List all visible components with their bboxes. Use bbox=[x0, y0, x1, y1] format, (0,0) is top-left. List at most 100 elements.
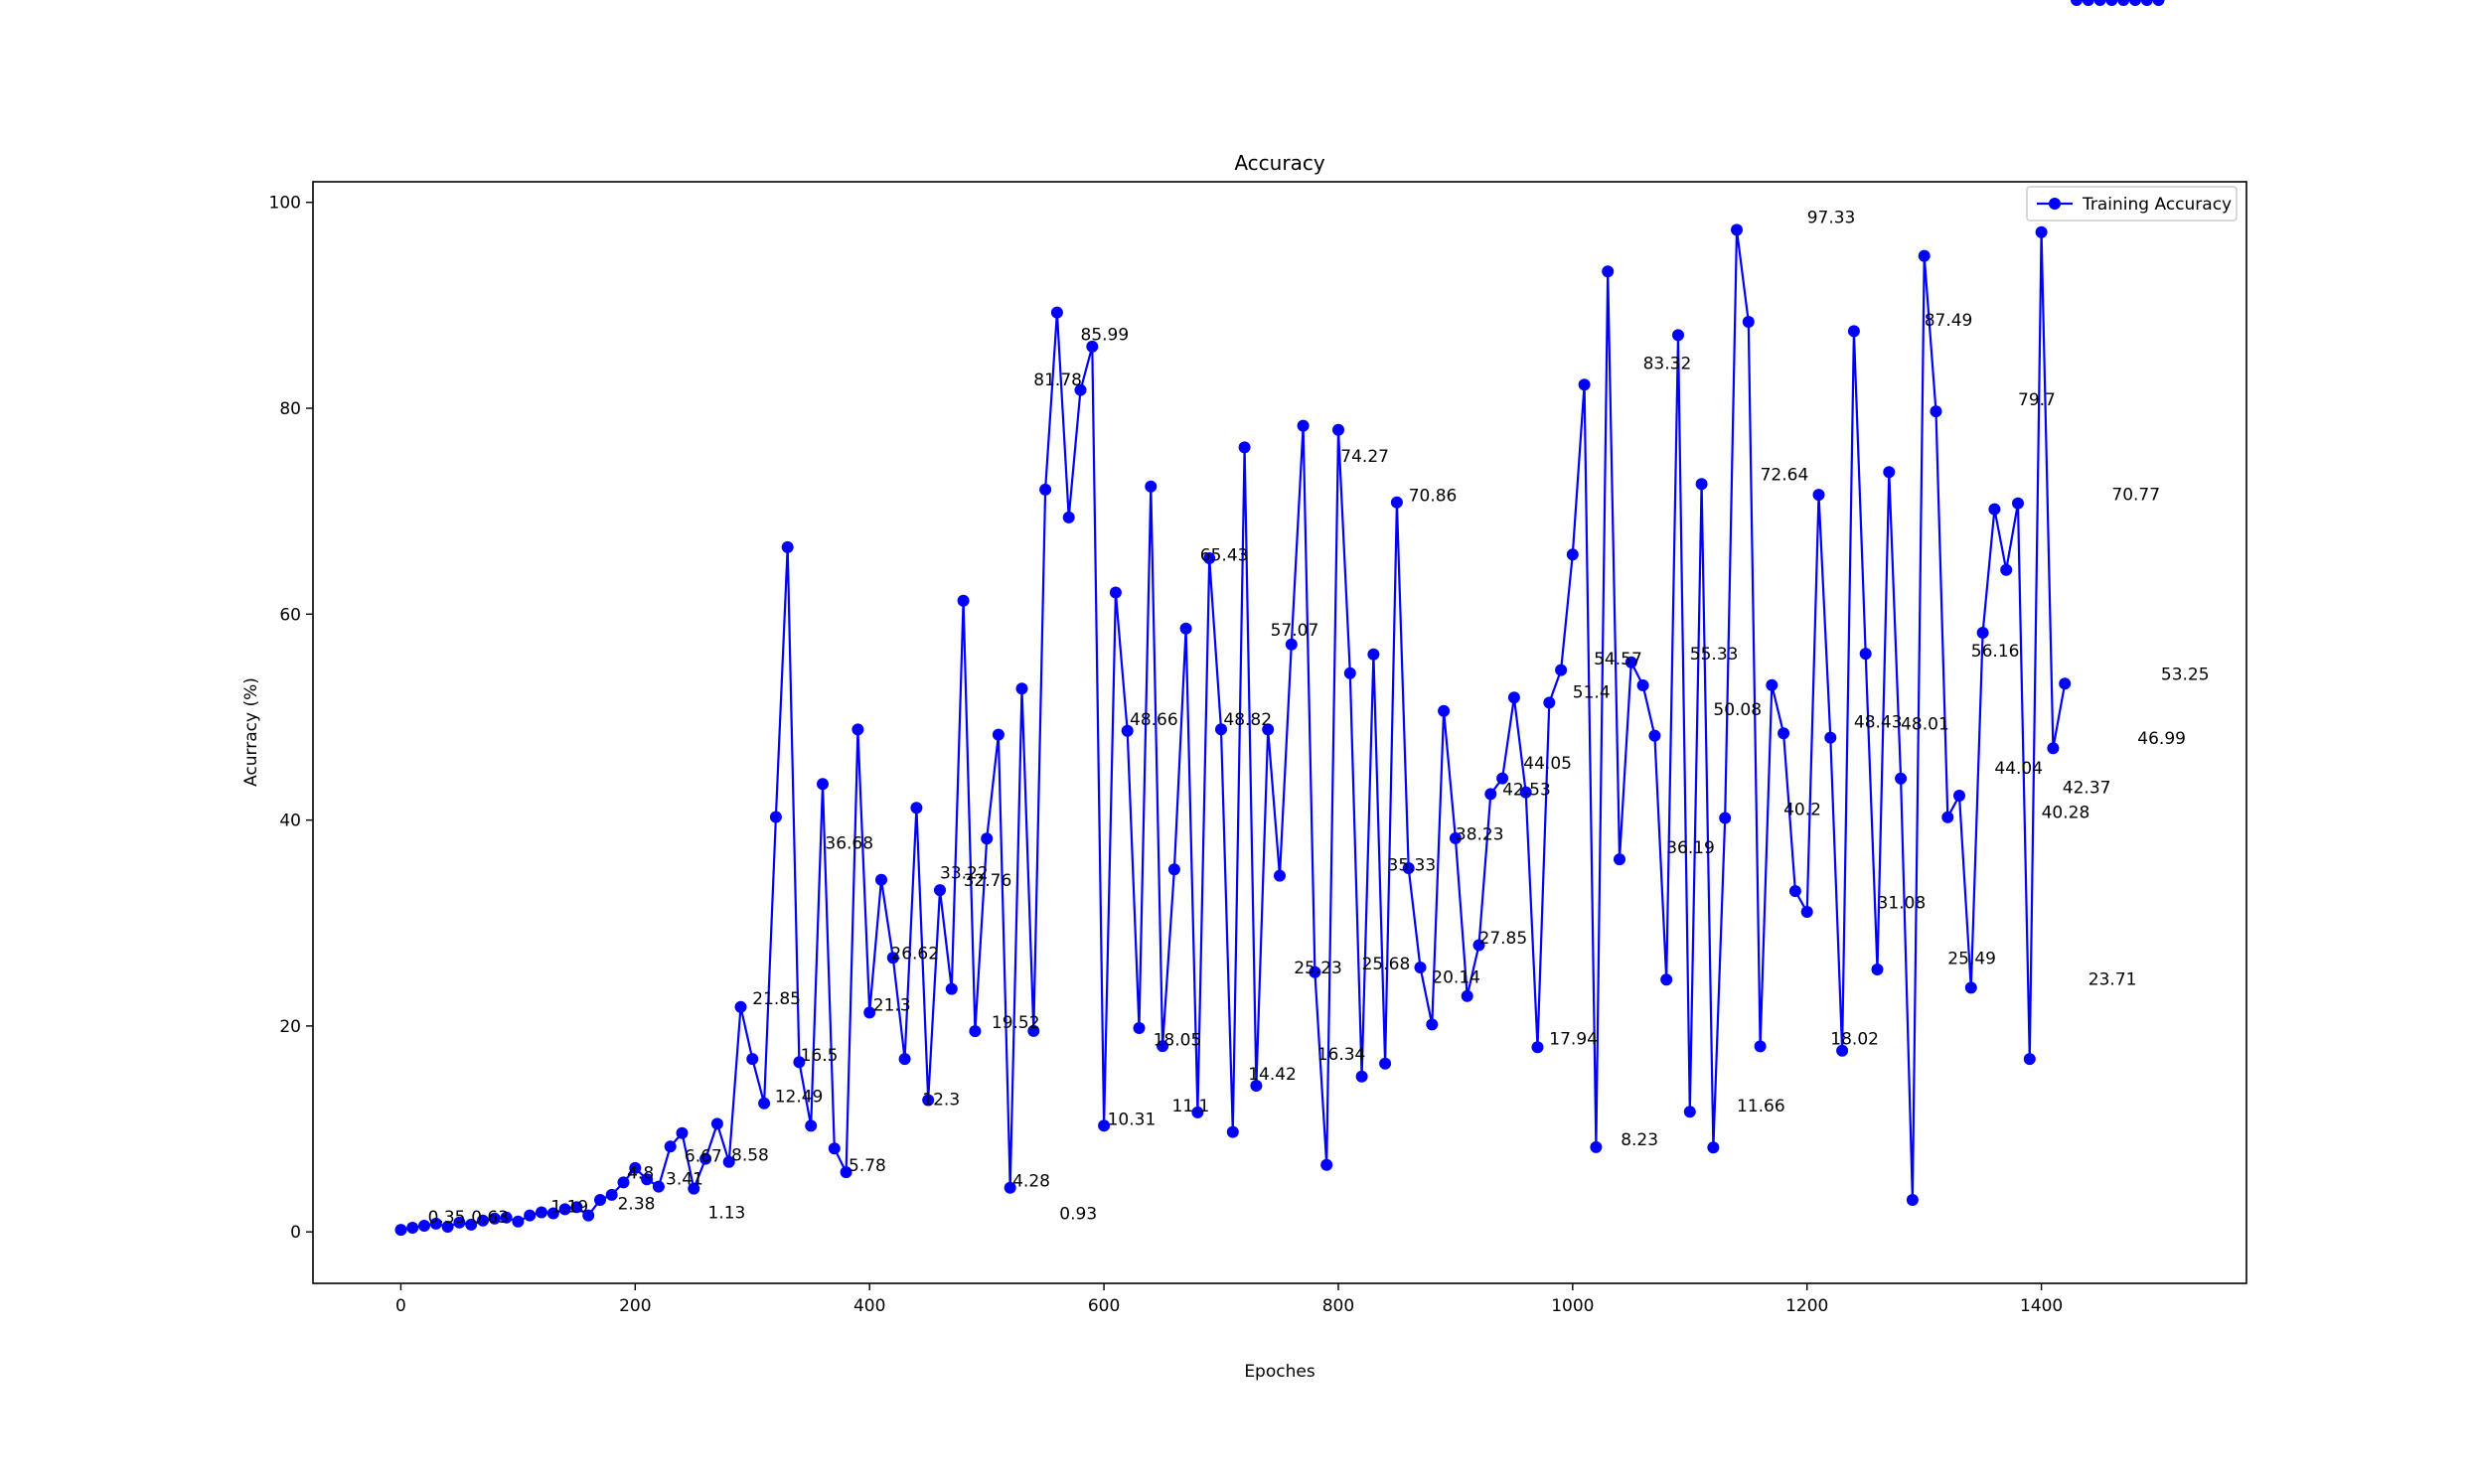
data-point bbox=[1847, 325, 1860, 338]
data-point bbox=[992, 728, 1005, 741]
data-point bbox=[1472, 939, 1485, 952]
data-label: 3.41 bbox=[666, 1170, 703, 1190]
data-point bbox=[1778, 727, 1790, 740]
data-point bbox=[617, 1176, 630, 1189]
data-point bbox=[2012, 497, 2024, 510]
data-label: 21.3 bbox=[873, 995, 911, 1015]
data-point bbox=[969, 1025, 982, 1038]
data-label: 11.1 bbox=[1172, 1097, 1210, 1116]
data-point bbox=[828, 1142, 841, 1155]
data-point bbox=[1976, 627, 1989, 639]
data-point bbox=[1426, 1018, 1439, 1031]
data-point bbox=[1157, 1040, 1169, 1053]
data-point bbox=[758, 1097, 771, 1110]
data-point bbox=[1285, 638, 1298, 651]
data-label: 33.22 bbox=[940, 864, 989, 884]
data-point bbox=[1367, 648, 1380, 661]
data-label: 53.25 bbox=[2161, 666, 2210, 685]
data-label: 42.37 bbox=[2063, 779, 2111, 799]
data-label: 70.86 bbox=[1409, 486, 1458, 506]
data-label: 72.64 bbox=[1761, 466, 1809, 486]
legend-box bbox=[2026, 186, 2238, 222]
data-label: 0.93 bbox=[1059, 1205, 1097, 1225]
data-point bbox=[477, 1214, 489, 1227]
data-point bbox=[488, 1212, 501, 1225]
data-label: 27.85 bbox=[1479, 929, 1528, 949]
data-point bbox=[1320, 1158, 1333, 1171]
data-label: 36.68 bbox=[825, 834, 873, 854]
data-label: 25.23 bbox=[1294, 959, 1342, 978]
data-label: 54.57 bbox=[1594, 650, 1642, 669]
legend-label: Training Accuracy bbox=[2082, 195, 2232, 215]
data-point bbox=[1964, 981, 1977, 994]
data-label: 4.28 bbox=[1012, 1172, 1050, 1192]
data-label: 1.19 bbox=[550, 1198, 588, 1218]
data-label: 40.28 bbox=[2042, 804, 2090, 823]
data-point bbox=[2071, 0, 2083, 6]
data-point bbox=[1636, 679, 1649, 691]
data-point bbox=[652, 1180, 665, 1193]
data-label: 0.63 bbox=[471, 1208, 509, 1228]
data-label: 20.14 bbox=[1432, 967, 1480, 987]
data-point bbox=[922, 1094, 935, 1107]
data-point bbox=[722, 1155, 735, 1168]
legend-marker-sample bbox=[2049, 198, 2061, 210]
data-point bbox=[1719, 812, 1732, 824]
x-tick-label: 1400 bbox=[2020, 1296, 2063, 1316]
data-point bbox=[1191, 1106, 1204, 1118]
data-point bbox=[875, 873, 887, 886]
data-label: 56.16 bbox=[1971, 642, 2020, 662]
data-label: 18.02 bbox=[1830, 1030, 1879, 1050]
data-label: 21.85 bbox=[752, 989, 801, 1009]
data-point bbox=[500, 1211, 513, 1224]
data-label: 44.04 bbox=[1994, 759, 2043, 779]
data-point bbox=[1988, 503, 2001, 516]
data-point bbox=[1930, 405, 1942, 418]
data-point bbox=[1555, 664, 1568, 676]
chart-title: Accuracy bbox=[1234, 151, 1324, 175]
data-point bbox=[1871, 964, 1884, 975]
data-point bbox=[1707, 1141, 1720, 1154]
data-point bbox=[1262, 723, 1275, 736]
data-label: 55.33 bbox=[1690, 645, 1739, 665]
data-point bbox=[898, 1053, 911, 1066]
data-point bbox=[793, 1056, 806, 1069]
data-point bbox=[1004, 1181, 1016, 1194]
data-point bbox=[1050, 306, 1063, 319]
data-point bbox=[629, 1161, 642, 1174]
data-label: 46.99 bbox=[2137, 729, 2186, 749]
data-point bbox=[688, 1182, 700, 1195]
data-point bbox=[2059, 677, 2072, 690]
data-point bbox=[1731, 223, 1743, 236]
data-point bbox=[886, 952, 899, 965]
data-point bbox=[2000, 563, 2013, 576]
x-tick-label: 200 bbox=[619, 1296, 651, 1316]
data-point bbox=[1742, 316, 1755, 328]
data-label: 0.35 bbox=[428, 1208, 466, 1228]
data-point bbox=[1027, 1024, 1040, 1037]
data-point bbox=[512, 1215, 525, 1228]
data-point bbox=[1953, 790, 1965, 802]
x-tick-label: 1200 bbox=[1785, 1296, 1828, 1316]
data-point bbox=[1941, 811, 1954, 823]
data-point bbox=[676, 1126, 689, 1139]
data-point bbox=[406, 1222, 419, 1234]
data-point bbox=[1906, 1194, 1919, 1206]
data-point bbox=[1859, 648, 1872, 661]
data-point bbox=[2023, 1053, 2036, 1066]
x-tick-label: 0 bbox=[395, 1296, 406, 1316]
data-point bbox=[1660, 973, 1673, 986]
data-point bbox=[605, 1188, 618, 1201]
data-label: 6.67 bbox=[685, 1147, 722, 1167]
data-point bbox=[2082, 0, 2094, 6]
data-point bbox=[1062, 511, 1075, 523]
x-tick-label: 400 bbox=[853, 1296, 885, 1316]
data-point bbox=[1438, 704, 1451, 717]
data-point bbox=[1039, 483, 1052, 496]
data-point bbox=[418, 1220, 430, 1232]
data-label: 17.94 bbox=[1549, 1030, 1598, 1050]
data-label: 25.68 bbox=[1362, 955, 1411, 974]
